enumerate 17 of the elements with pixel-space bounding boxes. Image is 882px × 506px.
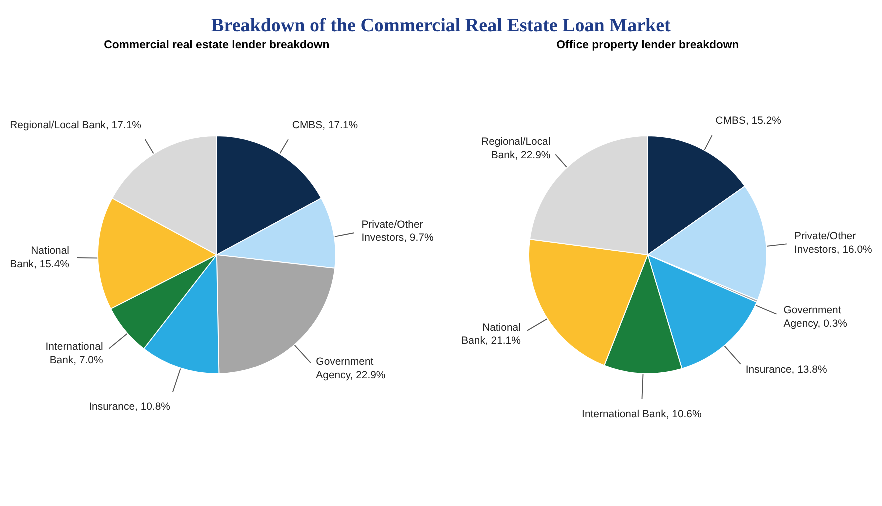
- chart-subtitle: Office property lender breakdown: [556, 40, 740, 52]
- slice-label: National Bank, 15.4%: [10, 246, 70, 270]
- slice-label: Government Agency, 0.3%: [784, 306, 848, 330]
- slice-label: Regional/Local Bank, 22.9%: [482, 137, 551, 162]
- chart-subtitle: Commercial real estate lender breakdown: [104, 40, 330, 52]
- chart-title: Breakdown of the Commercial Real Estate Loan Market: [212, 15, 672, 36]
- slice-label: International Bank, 7.0%: [46, 342, 104, 366]
- slice-label: National Bank, 21.1%: [462, 322, 521, 348]
- slice-label: Private/Other Investors, 9.7%: [362, 220, 434, 244]
- slice-label: Government Agency, 22.9%: [316, 357, 386, 382]
- slice-label: Insurance, 13.8%: [746, 364, 828, 376]
- slice-label: CMBS, 17.1%: [292, 120, 358, 132]
- slice-label: Regional/Local Bank, 17.1%: [10, 120, 142, 132]
- slice-label: CMBS, 15.2%: [716, 116, 782, 128]
- slice-label: Private/Other Investors, 16.0%: [794, 232, 872, 256]
- slice-label: International Bank, 10.6%: [582, 410, 702, 421]
- slice-label: Insurance, 10.8%: [89, 402, 170, 414]
